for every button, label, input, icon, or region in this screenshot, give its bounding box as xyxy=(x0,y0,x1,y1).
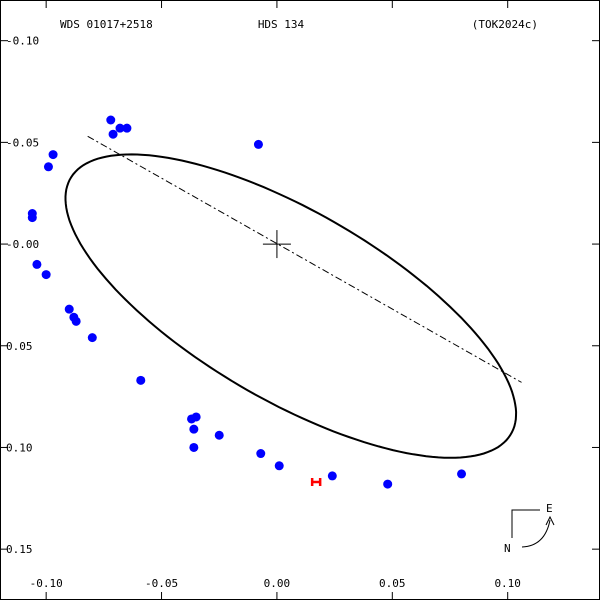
y-tick-label: 0.05 xyxy=(6,340,33,353)
y-tick-label: -0.00 xyxy=(6,238,39,251)
y-tick-label: -0.05 xyxy=(6,136,39,149)
observation-point xyxy=(214,430,224,440)
wds-designation-label: WDS 01017+2518 xyxy=(60,18,153,31)
observation-point xyxy=(87,333,97,343)
observation-point xyxy=(274,461,284,471)
x-tick-label: -0.10 xyxy=(30,577,63,590)
compass-arrowhead xyxy=(545,515,555,526)
y-tick-label: 0.10 xyxy=(6,441,33,454)
orbit-ellipse xyxy=(64,153,518,459)
x-tick-label: 0.00 xyxy=(264,577,291,590)
observation-point xyxy=(189,442,199,452)
observation-point xyxy=(256,449,266,459)
speckle-measurement-marker xyxy=(310,478,322,487)
observation-point xyxy=(27,213,37,223)
x-tick-label: -0.05 xyxy=(145,577,178,590)
observation-point xyxy=(43,162,53,172)
observation-point xyxy=(71,316,81,326)
x-tick-label: 0.05 xyxy=(379,577,406,590)
compass-rotation-arrow xyxy=(521,519,551,548)
observation-point xyxy=(41,270,51,280)
observation-point xyxy=(327,471,337,481)
compass-axes xyxy=(511,509,540,538)
observation-point xyxy=(189,424,199,434)
y-tick-label: -0.10 xyxy=(6,35,39,48)
orbit-layer xyxy=(64,135,522,459)
observation-point xyxy=(64,304,74,314)
observation-point xyxy=(383,479,393,489)
discoverer-designation-label: HDS 134 xyxy=(258,18,305,31)
compass-rose: E N xyxy=(504,502,555,555)
orbit-reference-label: (TOK2024c) xyxy=(472,18,538,31)
observation-point xyxy=(115,123,125,133)
observation-point xyxy=(32,259,42,269)
observation-point xyxy=(187,414,197,424)
x-tick-label: 0.10 xyxy=(494,577,521,590)
observation-point xyxy=(136,375,146,385)
observation-point xyxy=(108,129,118,139)
observation-point xyxy=(253,139,263,149)
observation-points xyxy=(27,115,467,489)
compass-north-label: N xyxy=(504,542,511,555)
observation-point xyxy=(106,115,116,125)
observation-point xyxy=(48,150,58,160)
y-tick-label: 0.15 xyxy=(6,543,33,556)
compass-east-label: E xyxy=(546,502,553,515)
observation-point xyxy=(457,469,467,479)
line-of-nodes xyxy=(87,135,522,383)
observation-point xyxy=(122,123,132,133)
